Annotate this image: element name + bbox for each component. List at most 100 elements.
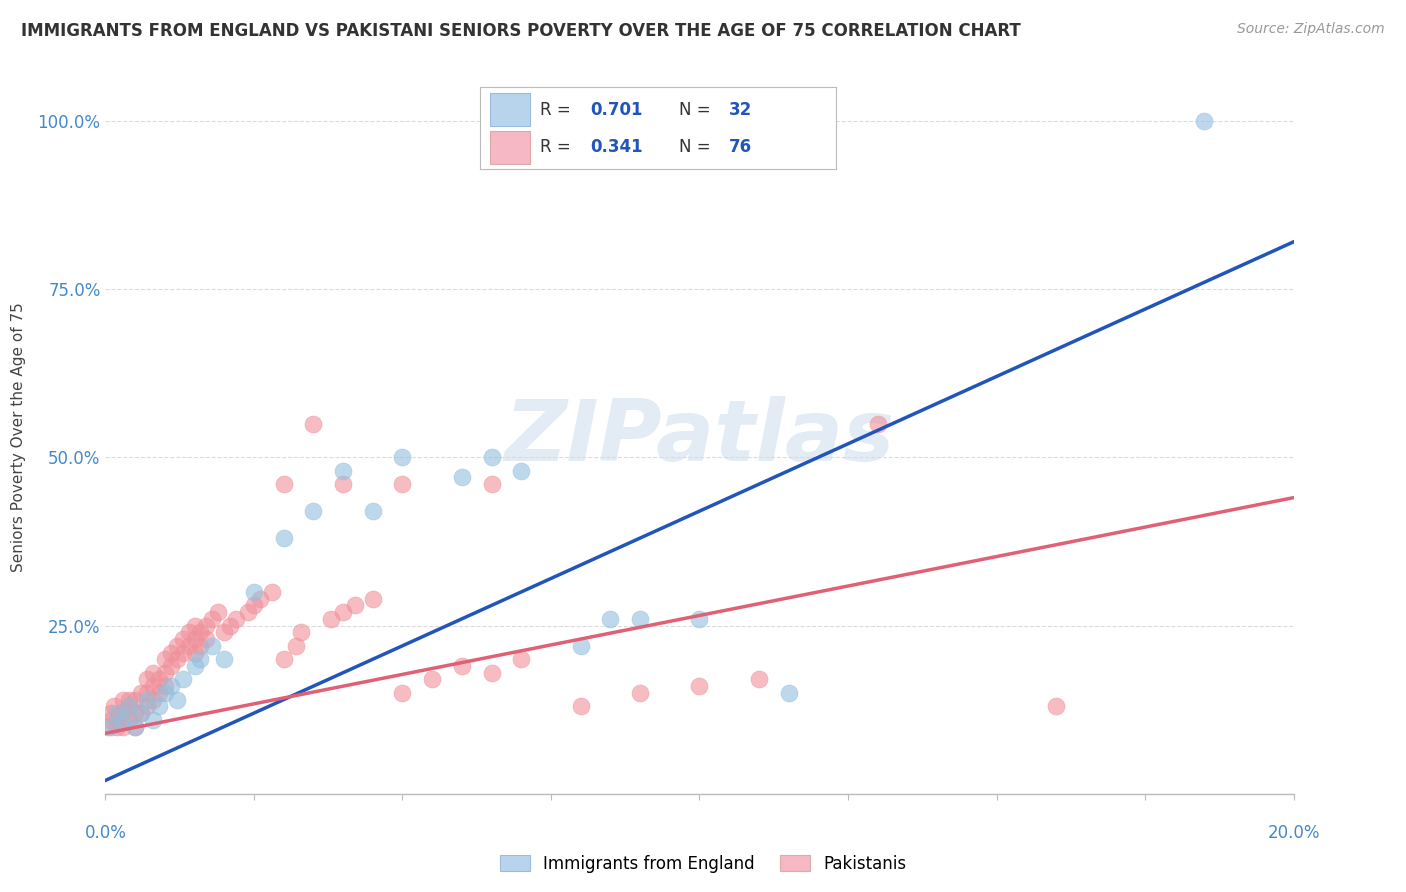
Point <box>225 612 247 626</box>
Point <box>118 692 141 706</box>
Point <box>510 464 533 478</box>
Point <box>100 706 122 720</box>
Point <box>159 679 181 693</box>
Point <box>124 706 146 720</box>
Point <box>689 679 711 693</box>
Point <box>450 470 472 484</box>
Point <box>148 673 170 687</box>
Point <box>420 673 443 687</box>
Point <box>136 692 159 706</box>
Point <box>142 679 165 693</box>
Point <box>142 713 165 727</box>
Point <box>177 625 200 640</box>
Point <box>481 477 503 491</box>
Text: Source: ZipAtlas.com: Source: ZipAtlas.com <box>1237 22 1385 37</box>
Point <box>273 477 295 491</box>
Point <box>214 652 236 666</box>
Point <box>195 632 218 646</box>
Point <box>112 706 135 720</box>
Point <box>481 665 503 680</box>
Point <box>190 625 212 640</box>
Point <box>100 720 122 734</box>
Point <box>166 692 188 706</box>
Point <box>118 699 141 714</box>
Point <box>361 504 384 518</box>
Point <box>361 591 384 606</box>
Point <box>273 531 295 545</box>
Point <box>153 686 176 700</box>
Point <box>136 699 159 714</box>
Point <box>510 652 533 666</box>
Point <box>599 612 621 626</box>
Point <box>260 585 283 599</box>
Point <box>332 605 354 619</box>
Point <box>105 713 128 727</box>
Point <box>183 618 205 632</box>
Point <box>302 417 325 431</box>
Text: 20.0%: 20.0% <box>1267 824 1320 842</box>
Point <box>748 673 770 687</box>
Point <box>159 646 181 660</box>
Point <box>153 679 176 693</box>
Point <box>201 639 224 653</box>
Point <box>142 665 165 680</box>
Point <box>391 450 413 465</box>
Point <box>148 699 170 714</box>
Point <box>207 605 229 619</box>
Text: ZIPatlas: ZIPatlas <box>505 395 894 479</box>
Point <box>219 618 242 632</box>
Point <box>110 706 132 720</box>
Point <box>290 625 312 640</box>
Point <box>243 599 266 613</box>
Point <box>195 618 218 632</box>
Point <box>177 639 200 653</box>
Point <box>129 706 152 720</box>
Point <box>201 612 224 626</box>
Point <box>112 692 135 706</box>
Point <box>343 599 366 613</box>
Text: 0.0%: 0.0% <box>84 824 127 842</box>
Point <box>236 605 259 619</box>
Point <box>183 646 205 660</box>
Point <box>302 504 325 518</box>
Point <box>628 686 651 700</box>
Point <box>332 464 354 478</box>
Point <box>105 720 128 734</box>
Point <box>100 713 122 727</box>
Point <box>1045 699 1067 714</box>
Point <box>249 591 271 606</box>
Point <box>214 625 236 640</box>
Point <box>136 686 159 700</box>
Point <box>124 720 146 734</box>
Point <box>183 659 205 673</box>
Point <box>112 713 135 727</box>
Point <box>103 699 125 714</box>
Point <box>105 706 128 720</box>
Point <box>166 639 188 653</box>
Point <box>153 652 176 666</box>
Point <box>689 612 711 626</box>
Point <box>97 720 120 734</box>
Point <box>129 706 152 720</box>
Point <box>190 652 212 666</box>
Point <box>159 659 181 673</box>
Point <box>172 673 194 687</box>
Point <box>124 720 146 734</box>
Point <box>172 632 194 646</box>
Point <box>166 652 188 666</box>
Point <box>148 686 170 700</box>
Point <box>628 612 651 626</box>
Point <box>129 686 152 700</box>
Point <box>481 450 503 465</box>
Point <box>118 699 141 714</box>
Text: IMMIGRANTS FROM ENGLAND VS PAKISTANI SENIORS POVERTY OVER THE AGE OF 75 CORRELAT: IMMIGRANTS FROM ENGLAND VS PAKISTANI SEN… <box>21 22 1021 40</box>
Legend: Immigrants from England, Pakistanis: Immigrants from England, Pakistanis <box>494 848 912 880</box>
Point <box>284 639 307 653</box>
Point <box>450 659 472 673</box>
Point <box>190 639 212 653</box>
Point <box>153 665 176 680</box>
Point <box>118 713 141 727</box>
Y-axis label: Seniors Poverty Over the Age of 75: Seniors Poverty Over the Age of 75 <box>11 302 27 572</box>
Point <box>391 477 413 491</box>
Point <box>112 720 135 734</box>
